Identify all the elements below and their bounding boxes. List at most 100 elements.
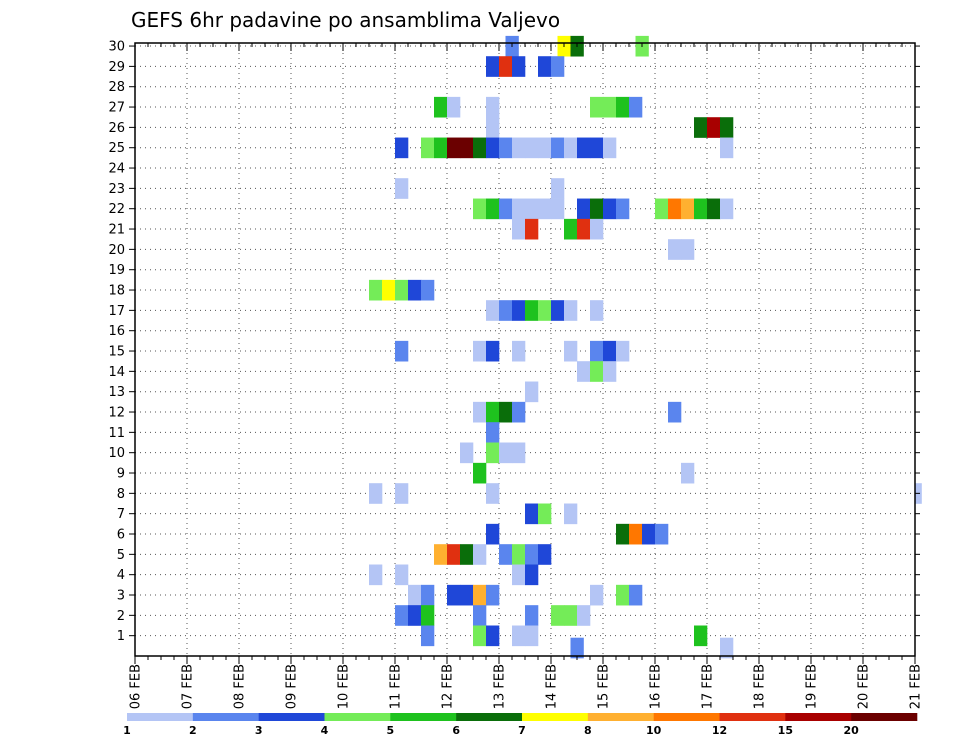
- x-tick-label: 10 FEB: [337, 664, 352, 709]
- data-cell: [616, 523, 630, 545]
- y-tick-label: 10: [108, 446, 125, 461]
- legend-swatch: [192, 713, 259, 721]
- data-cell: [525, 605, 539, 626]
- data-cell: [707, 117, 721, 138]
- data-cell: [421, 137, 435, 159]
- legend-swatch: [324, 713, 391, 721]
- data-cell: [382, 279, 396, 301]
- data-cell: [447, 96, 461, 118]
- data-cell: [512, 401, 526, 423]
- data-cell: [460, 544, 474, 565]
- data-cell: [395, 564, 409, 586]
- data-cell: [369, 564, 383, 586]
- legend-swatch: [653, 713, 720, 721]
- y-tick-label: 16: [108, 324, 125, 339]
- data-cell: [681, 198, 695, 220]
- data-cell: [395, 178, 409, 199]
- data-cell: [512, 218, 526, 240]
- legend-label: 15: [778, 724, 793, 737]
- data-cell: [421, 279, 435, 301]
- x-tick-label: 07 FEB: [181, 664, 196, 709]
- data-cell: [590, 340, 604, 362]
- data-cell: [512, 544, 526, 565]
- data-cell: [473, 137, 487, 159]
- data-cell: [681, 239, 695, 260]
- data-cell: [473, 462, 487, 484]
- data-cell: [538, 198, 552, 220]
- data-cell: [590, 300, 604, 321]
- data-cell: [486, 96, 500, 118]
- chart-title: GEFS 6hr padavine po ansamblima Valjevo: [131, 8, 560, 32]
- data-cell: [616, 198, 630, 220]
- data-cell: [616, 340, 630, 362]
- data-cell: [570, 637, 584, 659]
- data-cell: [447, 544, 461, 565]
- data-cell: [499, 56, 513, 77]
- data-cell: [694, 117, 708, 138]
- x-tick-label: 14 FEB: [545, 664, 560, 709]
- data-cell: [512, 564, 526, 586]
- legend-swatch: [390, 713, 457, 721]
- data-cell: [486, 117, 500, 138]
- data-cell: [486, 422, 500, 443]
- y-tick-label: 17: [108, 304, 125, 319]
- data-cell: [564, 218, 578, 240]
- legend-swatch: [522, 713, 589, 721]
- legend-swatch: [258, 713, 325, 721]
- data-cell: [590, 584, 604, 606]
- x-tick-label: 17 FEB: [701, 664, 716, 709]
- data-cell: [460, 137, 474, 159]
- data-cell: [720, 198, 734, 220]
- data-cell: [551, 56, 565, 77]
- data-cell: [525, 300, 539, 321]
- legend-swatch: [127, 713, 194, 721]
- legend-swatch: [587, 713, 654, 721]
- x-tick-label: 12 FEB: [441, 664, 456, 709]
- legend-label: 7: [518, 724, 526, 737]
- data-cell: [590, 198, 604, 220]
- data-cell: [512, 137, 526, 159]
- data-cell: [395, 605, 409, 626]
- data-cell: [538, 544, 552, 565]
- data-cell: [473, 584, 487, 606]
- data-cell: [486, 625, 500, 647]
- data-cell: [499, 544, 513, 565]
- legend-label: 20: [844, 724, 860, 737]
- x-axis: 06 FEB 07 FEB 08 FEB 09 FEB 10 FEB 11 FEB 12 F…: [129, 43, 924, 709]
- data-cell: [629, 96, 643, 118]
- data-cell: [564, 300, 578, 321]
- legend-label: 10: [646, 724, 662, 737]
- y-tick-label: 12: [108, 406, 125, 421]
- data-cell: [564, 137, 578, 159]
- y-tick-label: 21: [108, 223, 125, 238]
- data-cell: [694, 625, 708, 647]
- y-tick-label: 3: [117, 589, 125, 604]
- data-cell: [434, 96, 448, 118]
- legend-label: 1: [123, 724, 131, 737]
- y-tick-label: 20: [108, 243, 125, 258]
- y-tick-label: 25: [108, 141, 125, 156]
- data-cell: [642, 523, 656, 545]
- data-cell: [629, 584, 643, 606]
- y-tick-label: 23: [108, 182, 125, 197]
- data-cell: [538, 300, 552, 321]
- y-tick-label: 26: [108, 121, 125, 136]
- y-tick-label: 1: [117, 629, 125, 644]
- data-cell: [616, 584, 630, 606]
- data-cell: [538, 56, 552, 77]
- data-cell: [486, 584, 500, 606]
- x-tick-label: 09 FEB: [285, 664, 300, 709]
- y-tick-label: 24: [108, 162, 125, 177]
- data-cell: [473, 605, 487, 626]
- data-cell: [486, 300, 500, 321]
- y-axis: 1234567891011121314151617181920212223242…: [108, 40, 920, 644]
- y-tick-label: 11: [108, 426, 125, 441]
- data-cell: [655, 198, 669, 220]
- data-cell: [421, 625, 435, 647]
- data-cell: [603, 340, 617, 362]
- data-cell: [577, 218, 591, 240]
- data-cell: [434, 544, 448, 565]
- color-legend: 1 2 3 4 5 6 7 8 10 12 15 20: [123, 713, 918, 737]
- data-cell: [577, 605, 591, 626]
- data-cell: [668, 198, 682, 220]
